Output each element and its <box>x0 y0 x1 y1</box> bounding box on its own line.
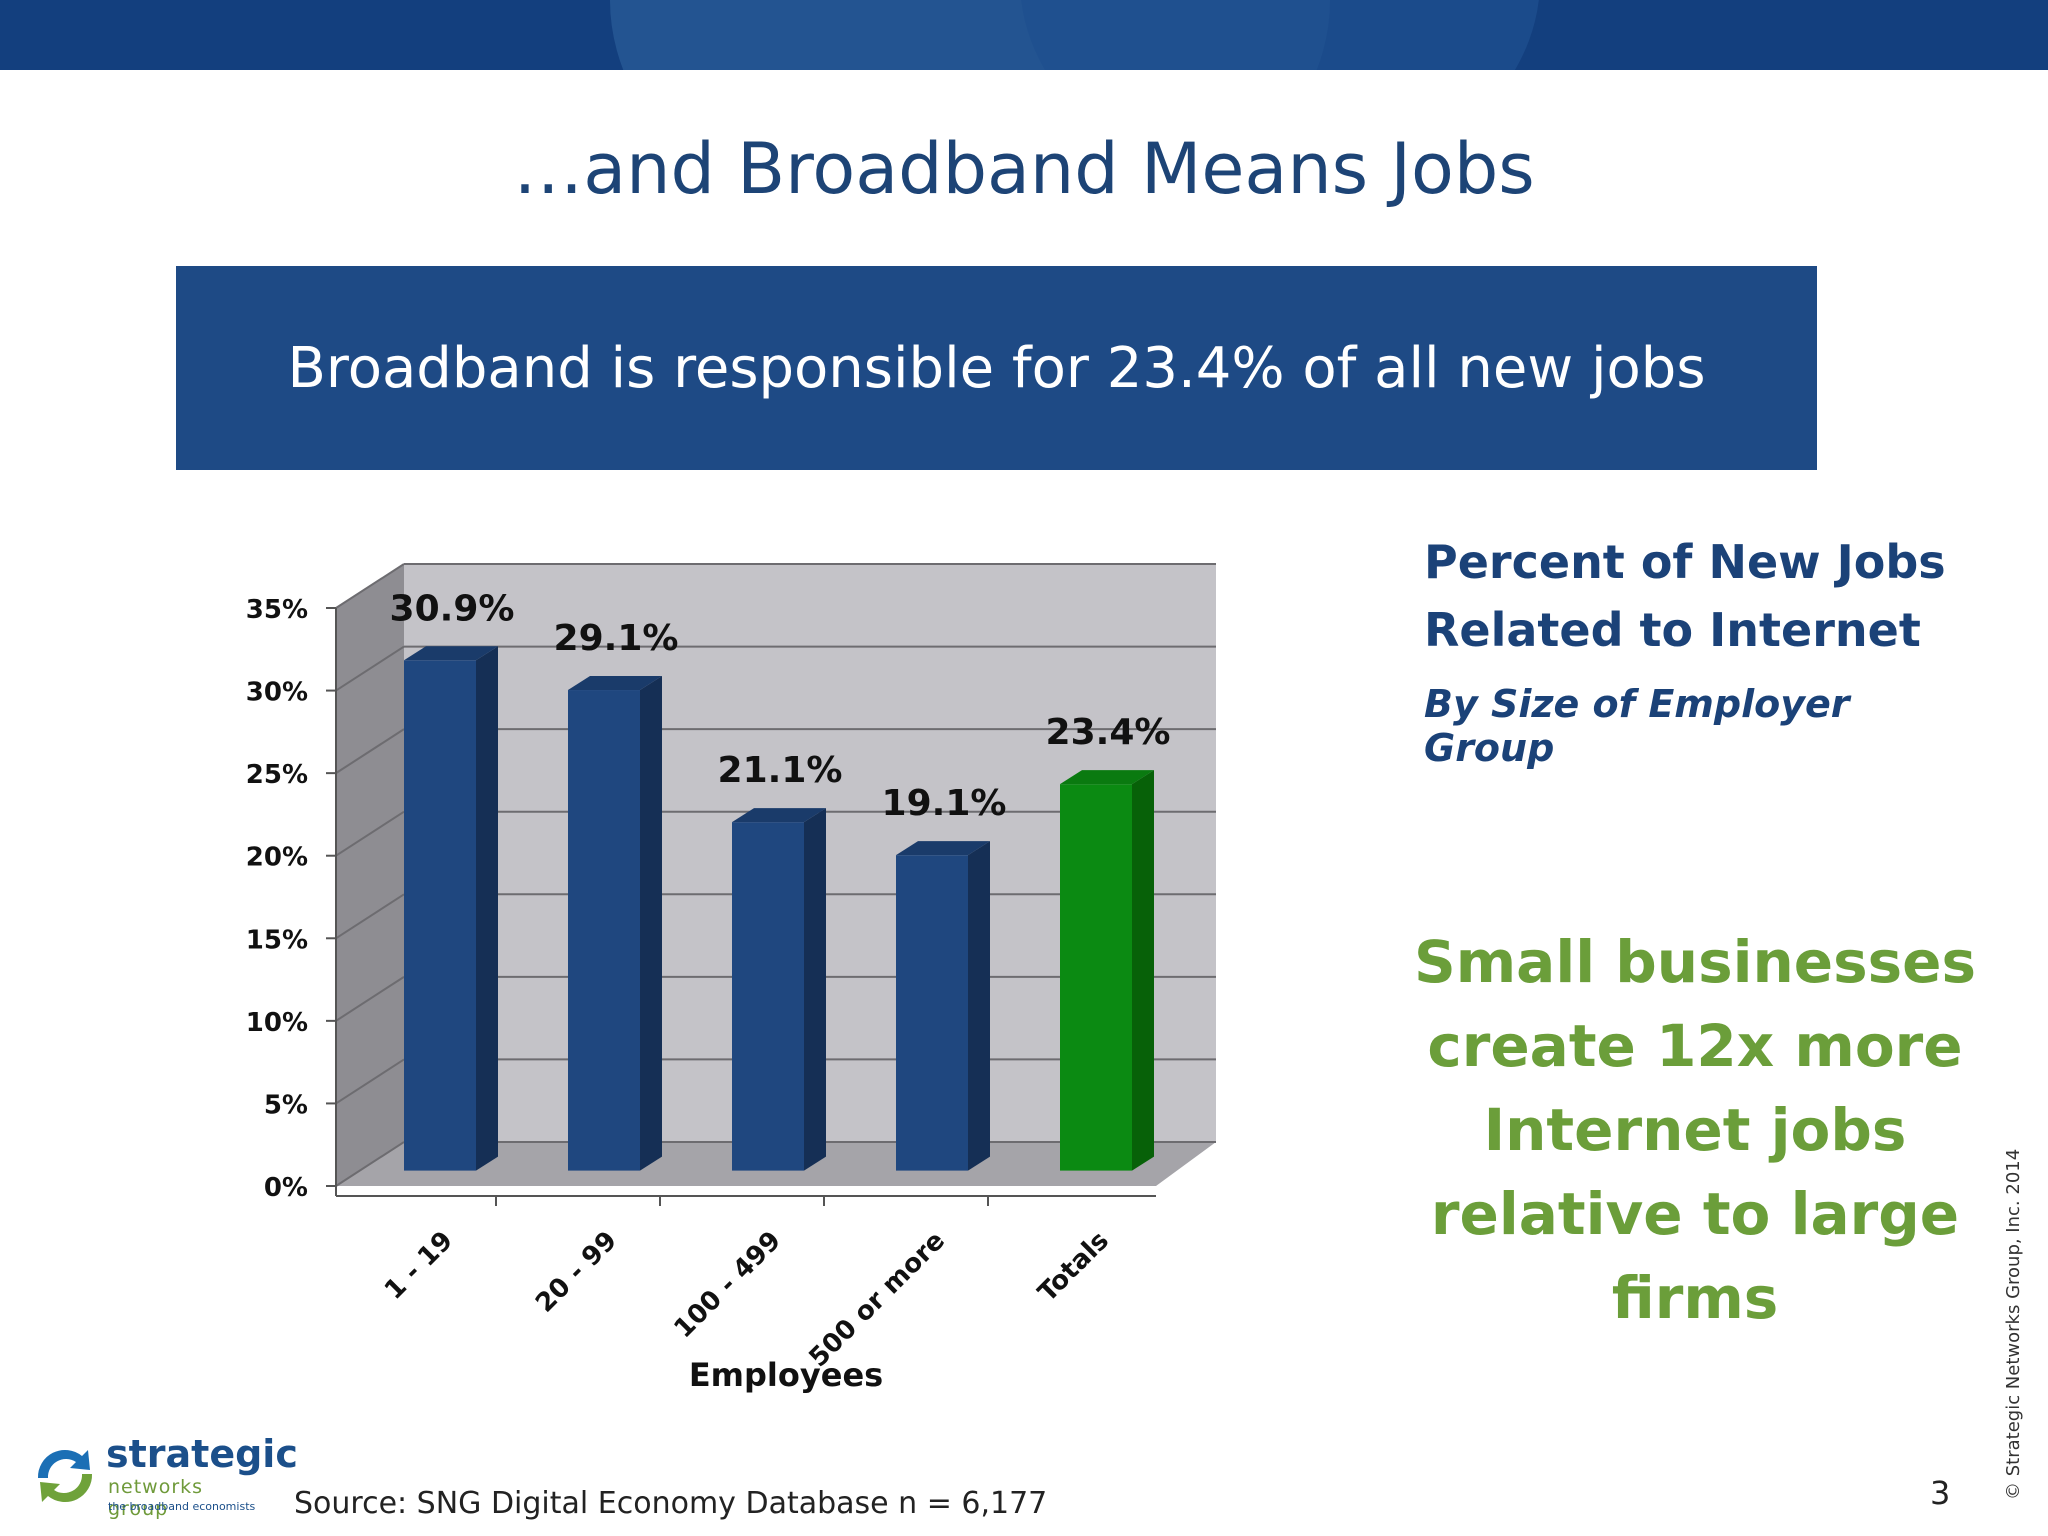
chart-side-wall <box>336 564 404 1186</box>
y-tick-label: 15% <box>246 925 308 955</box>
y-tick-label: 10% <box>246 1008 308 1038</box>
gridline-side <box>335 1141 405 1187</box>
bar-chart: 0% 5% 10% 15% 20% 25% 30% 35% 30.9% 1 - 19 29.1% 20… <box>246 563 1216 1394</box>
bar-top <box>404 646 498 661</box>
y-tick-label: 30% <box>246 678 308 708</box>
y-tick-label: 25% <box>246 760 308 790</box>
bar <box>404 660 476 1171</box>
x-tick-label: 1 - 19 <box>379 1226 459 1306</box>
bar-top <box>1060 770 1154 785</box>
y-tick-label: 35% <box>246 595 308 625</box>
callout-line: firms <box>1611 1264 1779 1332</box>
bar <box>732 822 804 1171</box>
key-finding-banner: Broadband is responsible for 23.4% of al… <box>176 266 1817 470</box>
gridline-side <box>335 728 405 774</box>
logo-wordmark: strategic <box>106 1432 298 1476</box>
x-tick-label: Totals <box>1033 1226 1115 1308</box>
banner-text: Broadband is responsible for 23.4% of al… <box>287 335 1706 401</box>
bar-top <box>732 808 826 823</box>
x-tick-label: 20 - 99 <box>530 1226 623 1319</box>
x-axis-title: Employees <box>689 1356 883 1394</box>
y-tick-label: 20% <box>246 843 308 873</box>
logo-subtitle: networks group <box>108 1476 204 1520</box>
bar-side <box>804 808 826 1171</box>
bar-top <box>896 841 990 856</box>
x-tick-label: 500 or more <box>804 1226 951 1373</box>
data-label: 19.1% <box>882 783 1007 824</box>
bar-side <box>640 676 662 1171</box>
y-tick-label: 0% <box>264 1173 308 1203</box>
side-title-line1: Percent of New Jobs <box>1424 535 1946 589</box>
callout-text: Small businesses create 12x more Interne… <box>1400 920 1990 1340</box>
bar-side <box>968 841 990 1171</box>
side-title-line2: Related to Internet <box>1424 603 1921 657</box>
data-label: 29.1% <box>554 618 679 659</box>
bar <box>1060 784 1132 1171</box>
slide-title: …and Broadband Means Jobs <box>513 128 1535 210</box>
gridline-side <box>335 976 405 1022</box>
bar-side <box>1132 770 1154 1171</box>
data-label: 30.9% <box>390 588 515 629</box>
data-label: 23.4% <box>1046 712 1171 753</box>
callout-line: Internet jobs <box>1483 1096 1907 1164</box>
bar <box>568 690 640 1171</box>
gridline-side <box>335 810 405 857</box>
logo-tagline: the broadband economists <box>108 1500 256 1513</box>
source-note: Source: SNG Digital Economy Database n =… <box>294 1486 1048 1521</box>
bar <box>896 855 968 1171</box>
gridline-side <box>335 893 405 940</box>
top-banner <box>0 0 2048 70</box>
bar-top <box>568 676 662 691</box>
chart-side-subtitle: By Size of Employer Group <box>1424 682 1850 770</box>
decorative-swoosh <box>1020 0 1540 70</box>
y-tick-label: 5% <box>264 1090 308 1120</box>
callout-line: relative to large <box>1430 1180 1960 1248</box>
callout-line: Small businesses <box>1413 928 1977 996</box>
callout-line: create 12x more <box>1427 1012 1963 1080</box>
company-logo: strategic networks group the broadband e… <box>30 1432 298 1520</box>
gridline-side <box>335 645 405 692</box>
copyright-notice: © Strategic Networks Group, Inc. 2014 <box>2003 1148 2024 1500</box>
data-label: 21.1% <box>718 750 843 791</box>
bar-side <box>476 646 498 1171</box>
logo-arrows-icon <box>37 1449 93 1503</box>
x-tick-label: 100 - 499 <box>669 1226 787 1344</box>
gridline-side <box>335 1058 405 1105</box>
chart-side-title: Percent of New Jobs Related to Internet <box>1424 528 1984 664</box>
page-number: 3 <box>1930 1474 1951 1512</box>
gridline-side <box>335 563 405 609</box>
